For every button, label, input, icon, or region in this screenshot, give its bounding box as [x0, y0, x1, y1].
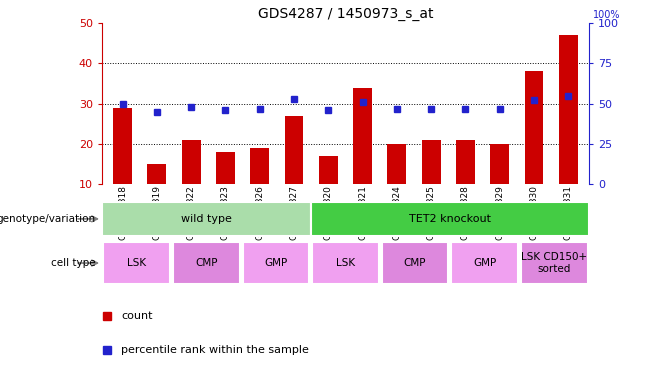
Text: GSM686822: GSM686822	[187, 185, 195, 240]
Bar	[147, 164, 166, 184]
FancyBboxPatch shape	[102, 202, 311, 236]
Text: CMP: CMP	[195, 258, 218, 268]
Text: TET2 knockout: TET2 knockout	[409, 214, 491, 224]
FancyBboxPatch shape	[103, 242, 170, 284]
Text: genotype/variation: genotype/variation	[0, 214, 95, 224]
Text: wild type: wild type	[181, 214, 232, 224]
Text: GSM686819: GSM686819	[153, 185, 161, 240]
Bar	[388, 144, 406, 184]
Text: GMP: GMP	[473, 258, 496, 268]
Text: GSM686827: GSM686827	[290, 185, 299, 240]
Bar	[250, 148, 269, 184]
Bar	[524, 71, 544, 184]
Text: cell type: cell type	[51, 258, 95, 268]
Text: GMP: GMP	[265, 258, 288, 268]
FancyBboxPatch shape	[312, 242, 379, 284]
Text: GSM686831: GSM686831	[564, 185, 573, 240]
Text: LSK: LSK	[127, 258, 146, 268]
FancyBboxPatch shape	[243, 242, 309, 284]
Text: GSM686825: GSM686825	[426, 185, 436, 240]
FancyBboxPatch shape	[520, 242, 588, 284]
Text: LSK: LSK	[336, 258, 355, 268]
Text: LSK CD150+
sorted: LSK CD150+ sorted	[521, 252, 587, 274]
Bar	[113, 108, 132, 184]
Bar	[422, 140, 441, 184]
Bar	[319, 156, 338, 184]
Text: GSM686826: GSM686826	[255, 185, 265, 240]
Text: percentile rank within the sample: percentile rank within the sample	[122, 345, 309, 356]
Bar	[216, 152, 235, 184]
Title: GDS4287 / 1450973_s_at: GDS4287 / 1450973_s_at	[258, 7, 433, 21]
Text: GSM686828: GSM686828	[461, 185, 470, 240]
Text: GSM686820: GSM686820	[324, 185, 333, 240]
FancyBboxPatch shape	[451, 242, 518, 284]
Bar	[284, 116, 303, 184]
FancyBboxPatch shape	[311, 202, 589, 236]
Bar	[559, 35, 578, 184]
Text: 100%: 100%	[593, 10, 620, 20]
Text: GSM686830: GSM686830	[530, 185, 538, 240]
Bar	[353, 88, 372, 184]
FancyBboxPatch shape	[382, 242, 448, 284]
Text: GSM686818: GSM686818	[118, 185, 127, 240]
Bar	[490, 144, 509, 184]
Text: count: count	[122, 311, 153, 321]
Text: GSM686829: GSM686829	[495, 185, 504, 240]
Text: GSM686824: GSM686824	[392, 185, 401, 240]
Text: CMP: CMP	[404, 258, 426, 268]
Text: GSM686823: GSM686823	[221, 185, 230, 240]
Bar	[456, 140, 475, 184]
Text: GSM686821: GSM686821	[358, 185, 367, 240]
FancyBboxPatch shape	[173, 242, 240, 284]
Bar	[182, 140, 201, 184]
